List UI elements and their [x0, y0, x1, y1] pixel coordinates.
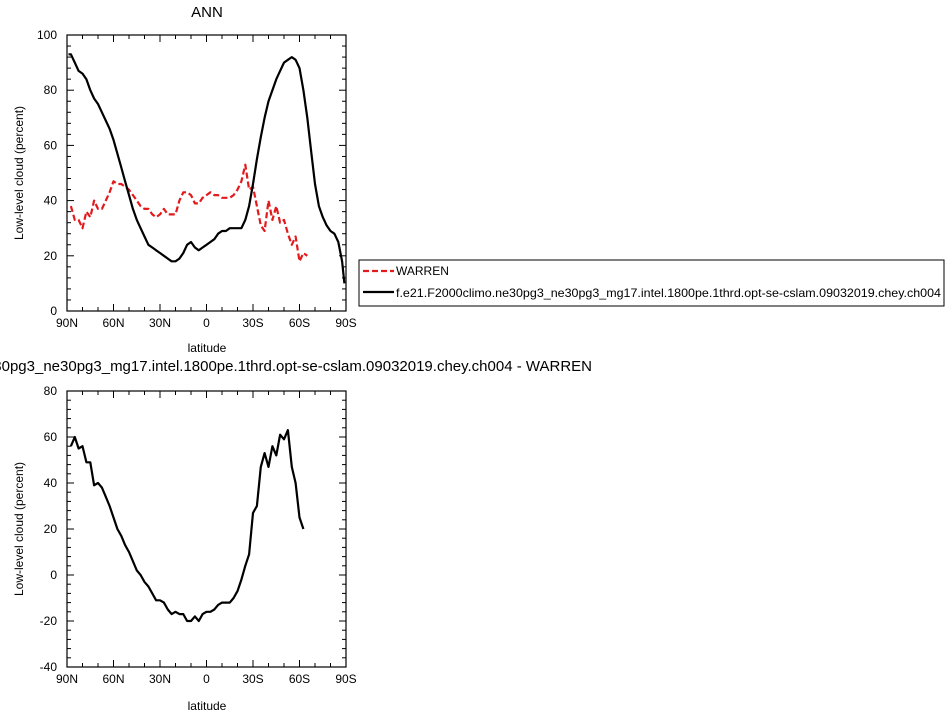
x-tick-label: 30N — [149, 316, 171, 330]
y-tick-label: -40 — [40, 660, 58, 674]
panel-1-ticks: 90N 60N 30N 0 30S 60S 90S 0 20 40 60 80 100 — [37, 28, 357, 330]
x-tick-label: 90N — [56, 316, 78, 330]
x-tick-label: 60N — [102, 316, 124, 330]
y-tick-label: 20 — [44, 522, 58, 536]
y-tick-label: 0 — [50, 304, 57, 318]
panel-1-xlabel: latitude — [188, 341, 227, 355]
panel-2-ylabel: Low-level cloud (percent) — [12, 462, 26, 596]
x-tick-label: 90S — [335, 672, 356, 686]
y-tick-label: 80 — [44, 384, 58, 398]
x-tick-label: 60S — [289, 672, 310, 686]
x-tick-label: 0 — [203, 672, 210, 686]
panel-2-plot-frame — [66, 390, 347, 668]
y-tick-label: 0 — [50, 568, 57, 582]
panel-1-title: ANN — [191, 4, 223, 21]
x-tick-label: 30S — [242, 316, 263, 330]
panel-1-plot-frame — [66, 34, 347, 312]
panel-1: ANN 90N 60N 30N 0 30S 60S 90S 0 20 40 60 80 100 lati… — [12, 4, 357, 355]
y-tick-label: -20 — [40, 614, 58, 628]
legend-label-warren: WARREN — [396, 264, 449, 278]
y-tick-label: 40 — [44, 476, 58, 490]
series-line-warren — [69, 163, 308, 263]
x-tick-label: 0 — [203, 316, 210, 330]
x-tick-label: 30S — [242, 672, 263, 686]
x-tick-label: 60S — [289, 316, 310, 330]
series-line-model — [68, 53, 346, 284]
x-tick-label: 60N — [102, 672, 124, 686]
panel-1-series — [68, 53, 346, 284]
panel-2: f.e21.F2000climo.ne30pg3_ne30pg3_mg17.in… — [0, 358, 592, 713]
y-tick-label: 40 — [44, 194, 58, 208]
y-tick-label: 100 — [37, 28, 57, 42]
panel-2-xlabel: latitude — [188, 699, 227, 713]
series-line-difference — [69, 429, 305, 623]
y-tick-label: 80 — [44, 83, 58, 97]
legend-label-model: f.e21.F2000climo.ne30pg3_ne30pg3_mg17.in… — [396, 286, 941, 300]
panel-2-ticks: 90N 60N 30N 0 30S 60S 90S -40 -20 0 20 40 60 80 — [40, 384, 357, 686]
y-tick-label: 60 — [44, 430, 58, 444]
legend-box — [358, 259, 945, 307]
legend: WARREN f.e21.F2000climo.ne30pg3_ne30pg3_… — [358, 259, 945, 307]
panel-1-ylabel: Low-level cloud (percent) — [12, 106, 26, 240]
x-tick-label: 90N — [56, 672, 78, 686]
y-tick-label: 60 — [44, 138, 58, 152]
panel-2-series — [69, 429, 305, 623]
x-tick-label: 30N — [149, 672, 171, 686]
x-tick-label: 90S — [335, 316, 356, 330]
panel-2-title: f.e21.F2000climo.ne30pg3_ne30pg3_mg17.in… — [0, 358, 592, 375]
y-tick-label: 20 — [44, 249, 58, 263]
